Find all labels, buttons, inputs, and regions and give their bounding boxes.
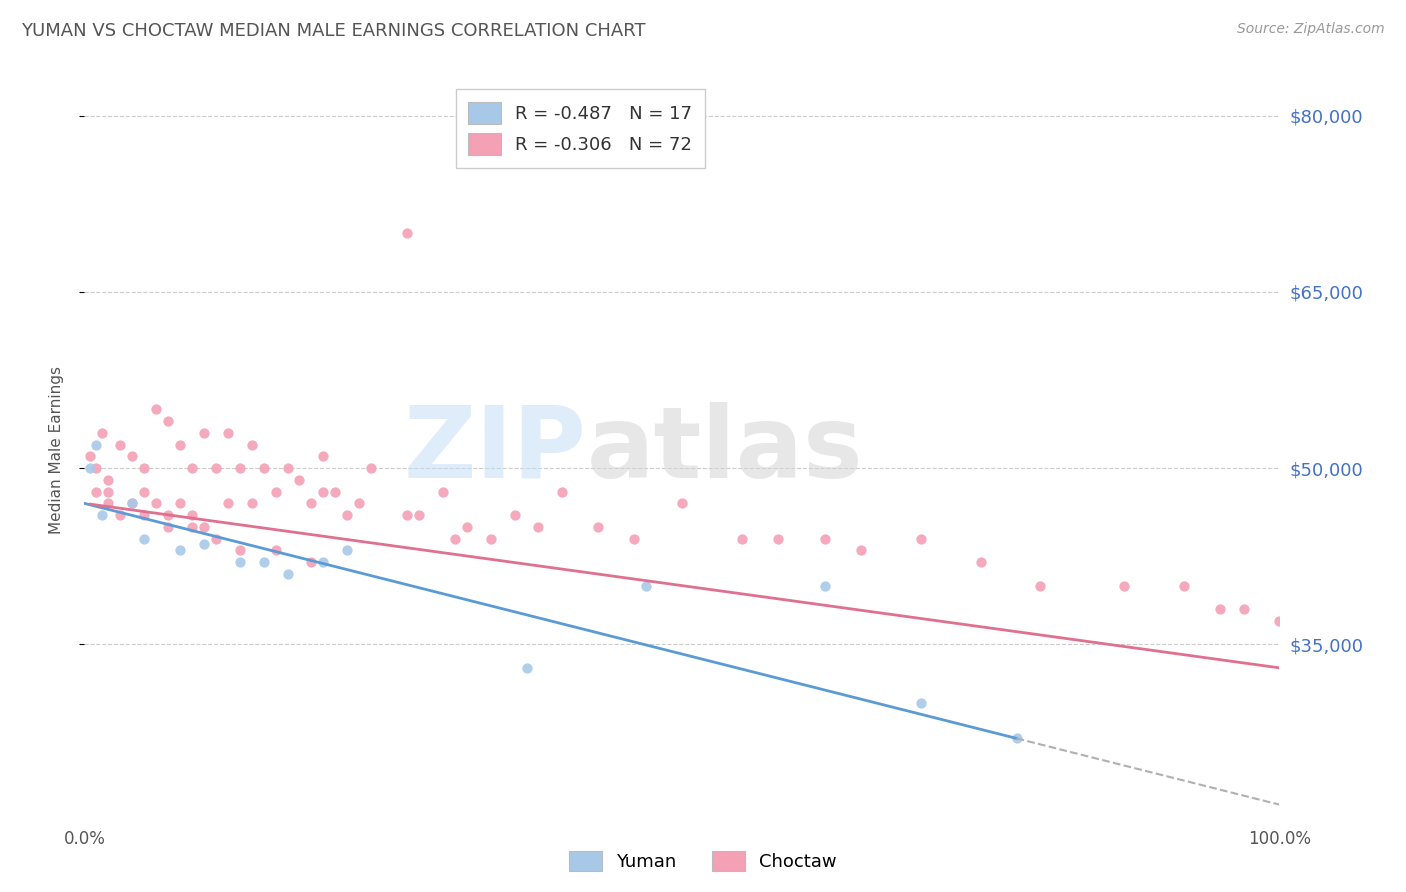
Point [1233, 602, 1256, 616]
Point [516, 661, 538, 675]
Point [1114, 579, 1136, 593]
Point [396, 226, 419, 240]
Point [253, 555, 276, 569]
Point [312, 484, 335, 499]
Point [288, 473, 311, 487]
Point [97, 473, 120, 487]
Point [91, 508, 114, 522]
Point [253, 461, 276, 475]
Point [217, 496, 239, 510]
Point [193, 425, 215, 440]
Point [970, 555, 993, 569]
Point [312, 450, 335, 464]
Point [301, 555, 323, 569]
Point [181, 461, 204, 475]
Point [910, 532, 932, 546]
Text: ZIP: ZIP [404, 402, 586, 499]
Point [157, 414, 180, 428]
Point [121, 496, 143, 510]
Point [132, 484, 156, 499]
Point [731, 532, 754, 546]
Point [169, 543, 191, 558]
Point [432, 484, 454, 499]
Point [336, 508, 359, 522]
Point [169, 437, 191, 451]
Point [851, 543, 873, 558]
Point [86, 437, 108, 451]
Point [910, 696, 932, 710]
Point [277, 461, 299, 475]
Point [336, 543, 359, 558]
Point [229, 555, 252, 569]
Point [132, 532, 156, 546]
Point [229, 543, 252, 558]
Text: atlas: atlas [586, 402, 863, 499]
Point [264, 484, 287, 499]
Point [145, 402, 167, 417]
Point [1173, 579, 1195, 593]
Point [264, 543, 287, 558]
Point [325, 484, 347, 499]
Point [132, 508, 156, 522]
Point [527, 520, 550, 534]
Legend: Yuman, Choctaw: Yuman, Choctaw [562, 844, 844, 879]
Y-axis label: Median Male Earnings: Median Male Earnings [49, 367, 63, 534]
Point [86, 461, 108, 475]
Point [193, 537, 215, 551]
Point [217, 425, 239, 440]
Point [205, 461, 228, 475]
Point [301, 496, 323, 510]
Point [97, 496, 120, 510]
Text: Source: ZipAtlas.com: Source: ZipAtlas.com [1237, 22, 1385, 37]
Point [766, 532, 789, 546]
Point [240, 496, 263, 510]
Point [229, 461, 252, 475]
Point [193, 520, 215, 534]
Point [121, 496, 143, 510]
Point [181, 520, 204, 534]
Point [1209, 602, 1232, 616]
Point [181, 508, 204, 522]
Point [1029, 579, 1052, 593]
Point [91, 425, 114, 440]
Point [551, 484, 574, 499]
Point [79, 450, 101, 464]
Legend: R = -0.487   N = 17, R = -0.306   N = 72: R = -0.487 N = 17, R = -0.306 N = 72 [456, 89, 704, 168]
Point [205, 532, 228, 546]
Point [503, 508, 526, 522]
Point [86, 484, 108, 499]
Point [671, 496, 693, 510]
Point [588, 520, 610, 534]
Point [110, 508, 132, 522]
Point [479, 532, 502, 546]
Point [277, 566, 299, 581]
Point [814, 532, 837, 546]
Point [1268, 614, 1291, 628]
Point [444, 532, 467, 546]
Text: YUMAN VS CHOCTAW MEDIAN MALE EARNINGS CORRELATION CHART: YUMAN VS CHOCTAW MEDIAN MALE EARNINGS CO… [21, 22, 645, 40]
Point [312, 555, 335, 569]
Point [636, 579, 658, 593]
Point [132, 461, 156, 475]
Point [349, 496, 371, 510]
Point [157, 508, 180, 522]
Point [360, 461, 382, 475]
Point [121, 450, 143, 464]
Point [110, 437, 132, 451]
Point [396, 508, 419, 522]
Point [456, 520, 478, 534]
Point [240, 437, 263, 451]
Point [97, 484, 120, 499]
Point [814, 579, 837, 593]
Point [623, 532, 645, 546]
Point [1005, 731, 1028, 746]
Point [79, 461, 101, 475]
Point [145, 496, 167, 510]
Point [408, 508, 430, 522]
Point [169, 496, 191, 510]
Point [157, 520, 180, 534]
